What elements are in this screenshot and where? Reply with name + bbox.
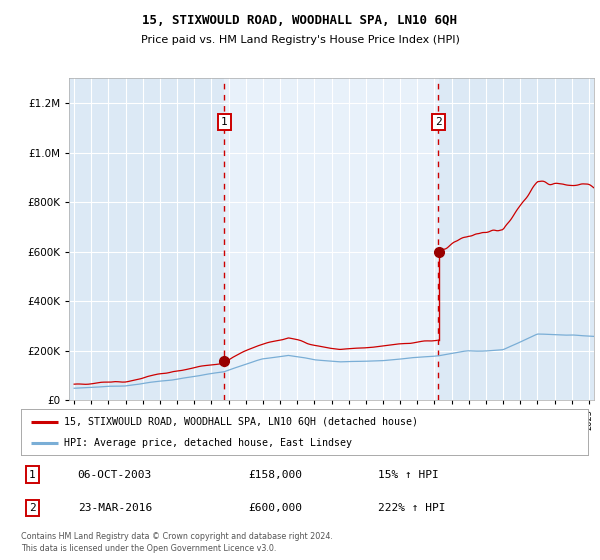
Text: 1: 1 <box>221 117 227 127</box>
Text: 2: 2 <box>29 503 36 513</box>
Text: 15% ↑ HPI: 15% ↑ HPI <box>378 470 439 479</box>
Text: 23-MAR-2016: 23-MAR-2016 <box>78 503 152 513</box>
Text: 1: 1 <box>29 470 36 479</box>
Text: HPI: Average price, detached house, East Lindsey: HPI: Average price, detached house, East… <box>64 438 352 448</box>
Text: 15, STIXWOULD ROAD, WOODHALL SPA, LN10 6QH (detached house): 15, STIXWOULD ROAD, WOODHALL SPA, LN10 6… <box>64 417 418 427</box>
Text: £600,000: £600,000 <box>248 503 302 513</box>
Text: 222% ↑ HPI: 222% ↑ HPI <box>378 503 446 513</box>
Text: This data is licensed under the Open Government Licence v3.0.: This data is licensed under the Open Gov… <box>21 544 277 553</box>
Text: 06-OCT-2003: 06-OCT-2003 <box>78 470 152 479</box>
Text: 2: 2 <box>435 117 442 127</box>
Text: Contains HM Land Registry data © Crown copyright and database right 2024.: Contains HM Land Registry data © Crown c… <box>21 532 333 541</box>
Bar <box>224 78 438 400</box>
Text: £158,000: £158,000 <box>248 470 302 479</box>
Text: Price paid vs. HM Land Registry's House Price Index (HPI): Price paid vs. HM Land Registry's House … <box>140 35 460 45</box>
Text: 15, STIXWOULD ROAD, WOODHALL SPA, LN10 6QH: 15, STIXWOULD ROAD, WOODHALL SPA, LN10 6… <box>143 14 458 27</box>
